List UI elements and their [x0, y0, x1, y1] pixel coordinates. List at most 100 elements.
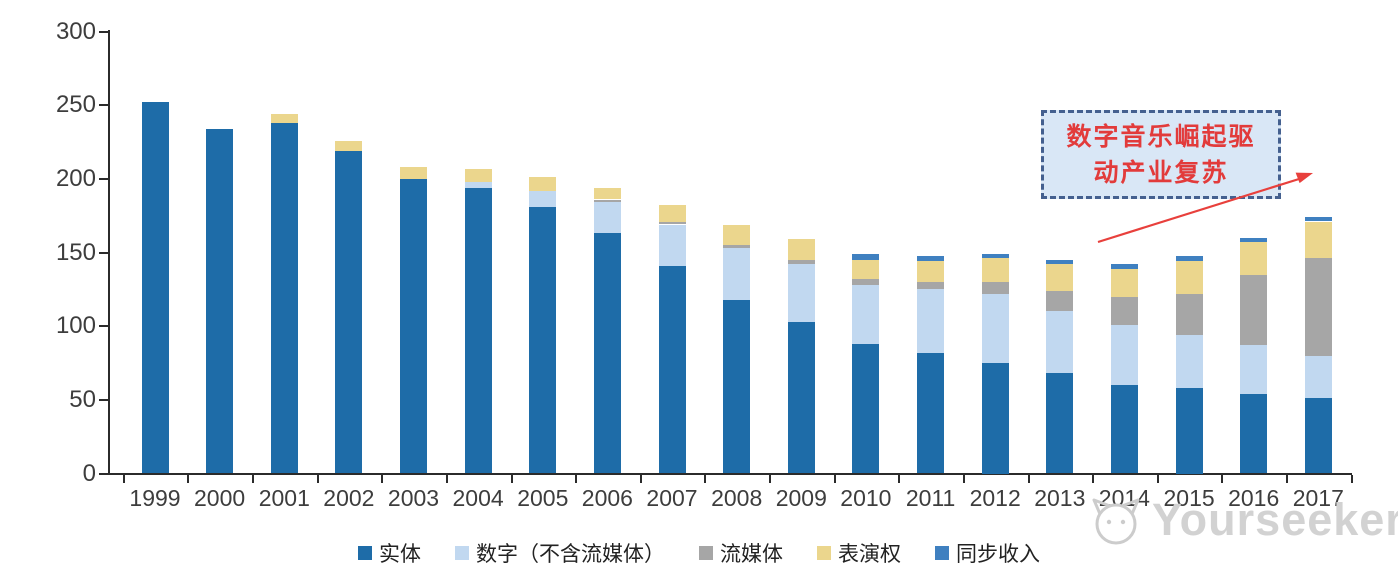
bar-segment-2017-performance	[1304, 221, 1332, 259]
x-tick-18	[1286, 475, 1288, 483]
x-label-2001: 2001	[258, 485, 310, 511]
bar-segment-2015-physical	[1175, 388, 1203, 474]
bar-segment-2016-digital	[1240, 345, 1268, 394]
bar-segment-2011-performance	[917, 261, 945, 282]
bar-segment-2003-physical	[400, 178, 427, 474]
annotation-line-2: 动产业复苏	[1093, 158, 1229, 187]
y-label-300: 300	[55, 17, 96, 45]
bar-segment-2012-sync	[981, 254, 1009, 259]
bar-segment-2015-performance	[1175, 261, 1203, 294]
x-label-2013: 2013	[1034, 485, 1086, 511]
bar-segment-2005-performance	[529, 177, 557, 191]
x-label-1999: 1999	[129, 485, 181, 511]
x-tick-13	[962, 475, 965, 483]
y-label-50: 50	[69, 385, 96, 413]
y-tick-250	[99, 104, 108, 107]
x-label-2011: 2011	[905, 485, 956, 511]
legend-label-performance: 表演权	[838, 543, 901, 566]
bar-segment-2004-performance	[464, 168, 492, 182]
y-label-150: 150	[55, 238, 96, 266]
y-label-0: 0	[82, 459, 96, 487]
y-tick-0	[99, 472, 108, 475]
bar-segment-2016-streaming	[1240, 274, 1268, 346]
bar-segment-2013-sync	[1046, 259, 1074, 265]
x-label-2009: 2009	[775, 485, 827, 511]
bar-segment-2005-physical	[529, 206, 557, 474]
bar-segment-2006-performance	[593, 187, 621, 200]
x-tick-6	[510, 475, 513, 483]
x-tick-2	[251, 475, 254, 483]
x-label-2000: 2000	[194, 485, 246, 511]
y-label-200: 200	[55, 164, 96, 192]
bar-segment-2013-physical	[1046, 373, 1074, 474]
legend-item-digital: 数字（不含流媒体）	[455, 538, 665, 568]
x-tick-15	[1092, 475, 1095, 483]
bar-segment-2011-streaming	[917, 282, 945, 290]
bar-segment-2010-physical	[852, 343, 880, 474]
legend-item-physical: 实体	[358, 538, 421, 568]
x-label-2012: 2012	[969, 485, 1021, 511]
x-tick-19	[1350, 475, 1353, 483]
legend: 实体 数字（不含流媒体） 流媒体 表演权 同步收入	[0, 538, 1398, 568]
bar-segment-2013-digital	[1046, 311, 1074, 374]
x-tick-5	[445, 475, 448, 483]
bar-segment-2012-streaming	[981, 282, 1009, 294]
y-tick-50	[99, 398, 108, 401]
bar-segment-2008-streaming	[723, 245, 751, 248]
bar-segment-2001-physical	[270, 122, 298, 474]
bar-segment-2014-sync	[1110, 264, 1138, 269]
x-label-2006: 2006	[581, 485, 633, 511]
x-label-2003: 2003	[387, 485, 440, 511]
bar-segment-2010-streaming	[852, 279, 880, 285]
y-tick-300	[99, 30, 108, 33]
bar-segment-2004-digital	[464, 181, 492, 188]
legend-label-physical: 实体	[379, 543, 421, 566]
x-label-2016: 2016	[1228, 485, 1280, 511]
watermark: Yourseeker	[1082, 492, 1398, 548]
watermark-text: Yourseeker	[1152, 494, 1398, 545]
legend-swatch-sync	[935, 546, 949, 560]
bar-segment-2003-performance	[400, 167, 427, 179]
bar-segment-2007-physical	[658, 265, 686, 474]
bar-segment-2008-performance	[723, 224, 751, 246]
x-tick-12	[898, 475, 901, 483]
x-tick-11	[833, 475, 836, 483]
bar-segment-2000-physical	[206, 128, 234, 474]
x-label-2015: 2015	[1163, 485, 1215, 511]
bar-segment-2017-streaming	[1304, 258, 1332, 356]
bar-segment-2010-sync	[852, 254, 880, 260]
y-tick-150	[99, 251, 108, 254]
bar-segment-2009-physical	[787, 321, 815, 474]
bar-segment-2014-physical	[1110, 385, 1138, 474]
x-label-2002: 2002	[323, 485, 375, 511]
bar-segment-2008-digital	[723, 248, 751, 300]
x-tick-16	[1156, 475, 1159, 483]
bar-segment-2011-physical	[917, 352, 945, 474]
bar-segment-2012-physical	[981, 363, 1009, 474]
legend-label-sync: 同步收入	[956, 543, 1040, 566]
x-tick-1	[187, 475, 190, 483]
legend-item-performance: 表演权	[817, 538, 901, 568]
yourseeker-logo-icon	[1092, 498, 1140, 545]
bar-segment-2017-physical	[1304, 398, 1332, 474]
bar-segment-2012-performance	[981, 258, 1009, 282]
y-tick-100	[99, 325, 108, 328]
bar-segment-2012-digital	[981, 293, 1009, 363]
annotation-callout: 数字音乐崛起驱 动产业复苏	[1041, 110, 1281, 199]
bar-segment-2013-performance	[1046, 264, 1074, 291]
legend-label-digital: 数字（不含流媒体）	[476, 543, 665, 566]
bar-segment-2016-performance	[1240, 242, 1268, 275]
bar-segment-2011-sync	[917, 255, 945, 262]
x-tick-0	[122, 475, 125, 483]
bar-segment-2014-performance	[1110, 268, 1138, 297]
x-tick-8	[639, 475, 642, 483]
bar-segment-2015-sync	[1175, 255, 1203, 262]
bar-segment-2009-performance	[787, 239, 815, 260]
x-tick-3	[316, 475, 319, 483]
bar-segment-2017-digital	[1304, 355, 1332, 399]
y-tick-200	[99, 177, 108, 180]
bar-segment-2014-streaming	[1110, 296, 1138, 325]
x-tick-17	[1221, 475, 1224, 483]
bar-segment-2006-physical	[593, 233, 621, 474]
legend-item-streaming: 流媒体	[699, 538, 783, 568]
